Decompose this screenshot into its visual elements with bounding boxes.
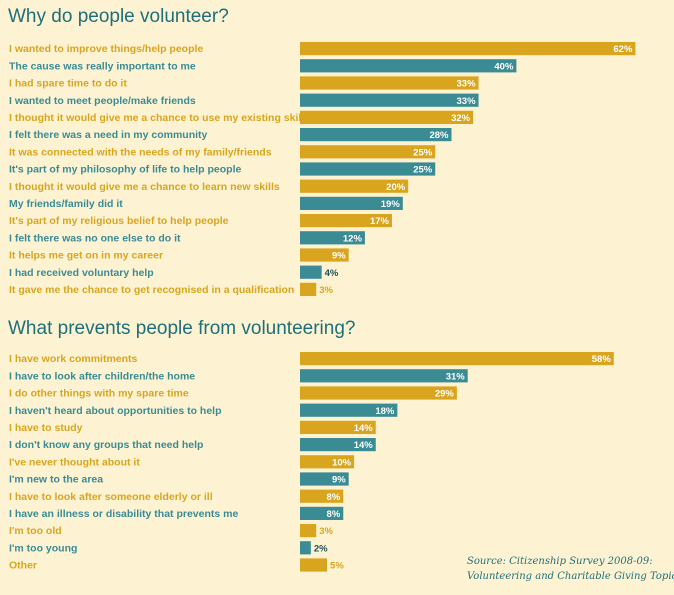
value-label: 3% bbox=[319, 526, 333, 537]
bar bbox=[300, 386, 457, 400]
value-label: 33% bbox=[457, 79, 477, 90]
bar bbox=[300, 369, 468, 383]
value-label: 32% bbox=[451, 113, 471, 124]
bar bbox=[300, 42, 636, 56]
category-label: I'm too old bbox=[9, 525, 62, 537]
category-label: I had received voluntary help bbox=[9, 267, 154, 279]
chart-why-volunteer: I wanted to improve things/help people 62… bbox=[9, 42, 636, 296]
value-label: 12% bbox=[343, 233, 363, 244]
category-label: I'm too young bbox=[9, 542, 77, 554]
category-label: The cause was really important to me bbox=[9, 60, 196, 72]
bar bbox=[300, 76, 479, 90]
value-label: 19% bbox=[381, 199, 401, 210]
value-label: 28% bbox=[429, 130, 449, 141]
bar bbox=[300, 524, 317, 538]
category-label: I don't know any groups that need help bbox=[9, 439, 203, 451]
category-label: I have to study bbox=[9, 422, 83, 434]
bar bbox=[300, 352, 614, 366]
category-label: It's part of my religious belief to help… bbox=[9, 215, 229, 227]
bar bbox=[300, 506, 344, 520]
bar bbox=[300, 403, 398, 417]
bar bbox=[300, 472, 349, 486]
category-label: It gave me the chance to get recognised … bbox=[9, 284, 294, 296]
bar bbox=[300, 282, 317, 296]
category-label: I've never thought about it bbox=[9, 456, 140, 468]
bar bbox=[300, 196, 403, 210]
value-label: 4% bbox=[325, 268, 339, 279]
category-label: It helps me get on in my career bbox=[9, 250, 163, 262]
category-label: I thought it would give me a chance to l… bbox=[9, 181, 280, 193]
value-label: 5% bbox=[330, 561, 344, 572]
category-label: My friends/family did it bbox=[9, 198, 123, 210]
category-label: I have to look after someone elderly or … bbox=[9, 491, 213, 503]
bar bbox=[300, 59, 517, 73]
category-label: It's part of my philosophy of life to he… bbox=[9, 164, 241, 176]
category-label: I had spare time to do it bbox=[9, 78, 127, 90]
value-label: 31% bbox=[446, 371, 466, 382]
bar bbox=[300, 438, 376, 452]
bar bbox=[300, 489, 344, 503]
bar bbox=[300, 541, 311, 555]
bar bbox=[300, 110, 474, 124]
bar bbox=[300, 93, 479, 107]
category-label: I felt there was no one else to do it bbox=[9, 232, 181, 244]
value-label: 9% bbox=[332, 251, 346, 262]
category-label: I'm new to the area bbox=[9, 474, 103, 486]
source-line-2: Volunteering and Charitable Giving Topic bbox=[467, 571, 674, 582]
category-label: Other bbox=[9, 560, 37, 572]
category-label: It was connected with the needs of my fa… bbox=[9, 146, 272, 158]
category-label: I haven't heard about opportunities to h… bbox=[9, 405, 222, 417]
value-label: 33% bbox=[457, 96, 477, 107]
value-label: 8% bbox=[327, 492, 341, 503]
category-label: I wanted to improve things/help people bbox=[9, 43, 203, 55]
bar bbox=[300, 214, 392, 228]
value-label: 25% bbox=[413, 165, 433, 176]
category-label: I thought it would give me a chance to u… bbox=[9, 112, 310, 124]
source-line-1: Source: Citizenship Survey 2008-09: bbox=[467, 556, 653, 567]
category-label: I have an illness or disability that pre… bbox=[9, 508, 238, 520]
bar bbox=[300, 455, 355, 469]
bar bbox=[300, 248, 349, 262]
bar bbox=[300, 558, 328, 572]
chart-title-what-prevents: What prevents people from volunteering? bbox=[8, 318, 356, 339]
bar bbox=[300, 231, 365, 245]
value-label: 62% bbox=[613, 44, 633, 55]
value-label: 3% bbox=[319, 285, 333, 296]
value-label: 10% bbox=[332, 457, 352, 468]
bar bbox=[300, 145, 436, 159]
value-label: 20% bbox=[386, 182, 406, 193]
bar bbox=[300, 265, 322, 279]
bar bbox=[300, 179, 409, 193]
value-label: 8% bbox=[327, 509, 341, 520]
value-label: 29% bbox=[435, 389, 455, 400]
value-label: 25% bbox=[413, 147, 433, 158]
category-label: I do other things with my spare time bbox=[9, 388, 189, 400]
value-label: 58% bbox=[592, 354, 612, 365]
source-note: Source: Citizenship Survey 2008-09: Volu… bbox=[467, 554, 674, 584]
category-label: I wanted to meet people/make friends bbox=[9, 95, 196, 107]
value-label: 17% bbox=[370, 216, 390, 227]
value-label: 2% bbox=[314, 543, 328, 554]
value-label: 14% bbox=[354, 423, 374, 434]
bar bbox=[300, 162, 436, 176]
bar bbox=[300, 128, 452, 142]
category-label: I have work commitments bbox=[9, 353, 138, 365]
value-label: 40% bbox=[494, 61, 514, 72]
value-label: 9% bbox=[332, 475, 346, 486]
value-label: 18% bbox=[375, 406, 395, 417]
chart-title-why-volunteer: Why do people volunteer? bbox=[8, 6, 229, 27]
value-label: 14% bbox=[354, 440, 374, 451]
category-label: I have to look after children/the home bbox=[9, 370, 195, 382]
chart-what-prevents: I have work commitments 58% I have to look… bbox=[9, 352, 614, 572]
category-label: I felt there was a need in my community bbox=[9, 129, 208, 141]
bar bbox=[300, 420, 376, 434]
